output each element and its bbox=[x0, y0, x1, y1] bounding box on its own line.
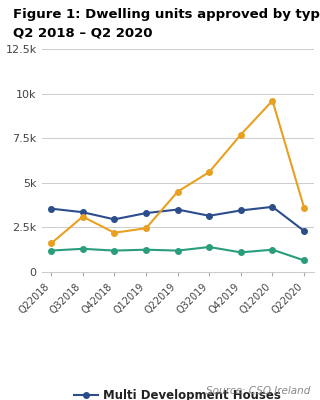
Apartments bbox=[112, 230, 116, 235]
Apartments bbox=[81, 214, 84, 219]
Text: Q2 2018 – Q2 2020: Q2 2018 – Q2 2020 bbox=[13, 26, 152, 39]
One-off Houses bbox=[112, 248, 116, 253]
Multi Development Houses bbox=[112, 217, 116, 222]
Multi Development Houses bbox=[239, 208, 243, 213]
Legend: Multi Development Houses, One-off Houses, Apartments: Multi Development Houses, One-off Houses… bbox=[74, 389, 281, 400]
One-off Houses bbox=[144, 247, 148, 252]
Apartments bbox=[239, 132, 243, 137]
Multi Development Houses bbox=[271, 204, 275, 209]
Multi Development Houses bbox=[49, 206, 53, 211]
One-off Houses bbox=[302, 258, 306, 263]
One-off Houses bbox=[176, 248, 180, 253]
One-off Houses bbox=[81, 246, 84, 251]
Multi Development Houses bbox=[144, 211, 148, 216]
Apartments bbox=[271, 98, 275, 103]
Apartments bbox=[144, 226, 148, 231]
Multi Development Houses bbox=[302, 228, 306, 233]
Line: Multi Development Houses: Multi Development Houses bbox=[48, 204, 307, 234]
Multi Development Houses bbox=[176, 207, 180, 212]
Text: Figure 1: Dwelling units approved by type,: Figure 1: Dwelling units approved by typ… bbox=[13, 8, 320, 21]
Apartments bbox=[302, 205, 306, 210]
Apartments bbox=[176, 189, 180, 194]
One-off Houses bbox=[207, 245, 211, 250]
Apartments bbox=[49, 241, 53, 246]
Line: Apartments: Apartments bbox=[48, 98, 307, 246]
Multi Development Houses bbox=[207, 213, 211, 218]
Multi Development Houses bbox=[81, 210, 84, 215]
Line: One-off Houses: One-off Houses bbox=[48, 244, 307, 263]
One-off Houses bbox=[49, 248, 53, 253]
One-off Houses bbox=[239, 250, 243, 255]
One-off Houses bbox=[271, 247, 275, 252]
Apartments bbox=[207, 170, 211, 174]
Text: Source: CSO Ireland: Source: CSO Ireland bbox=[206, 386, 310, 396]
